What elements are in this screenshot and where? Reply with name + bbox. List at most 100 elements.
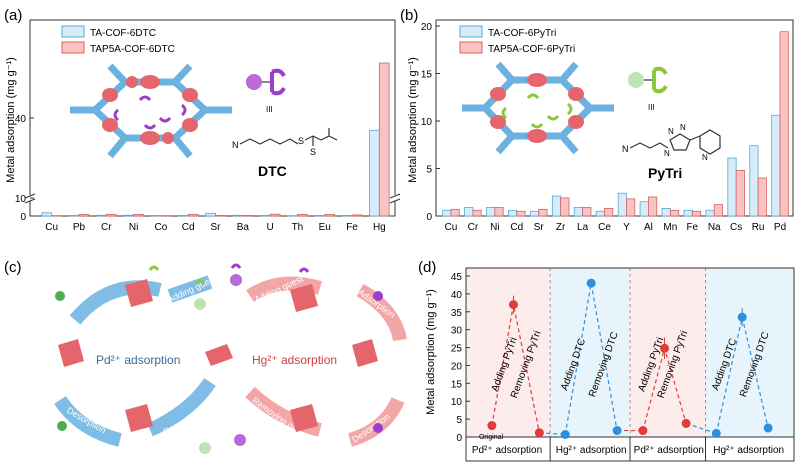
x-tick-label-a: Eu: [319, 222, 331, 233]
data-point-d-9: [681, 418, 691, 428]
x-tick-label-a: Ni: [129, 222, 138, 233]
bar-b-Ce-s2: [604, 207, 614, 217]
x-tick-label-b: Cd: [510, 222, 523, 233]
x-tick-label-a: Cr: [101, 222, 112, 233]
bar-a-Cr-s1: [96, 214, 107, 217]
x-tick-label-b: Ni: [490, 222, 499, 233]
y-tick-label-d: 15: [451, 379, 463, 390]
connector-line-d: [564, 283, 618, 435]
y-tick-label-d: 35: [451, 308, 463, 319]
connector-line-d: [685, 422, 717, 434]
bar-b-Ni-s2: [494, 207, 504, 217]
bar-b-Cd-s2: [516, 210, 526, 217]
bar-a-Ba-s2: [242, 215, 254, 217]
y-tick-label-d: 0: [456, 433, 462, 444]
guest-sphere-icon-b: [628, 72, 644, 88]
y-tick-label-b: 5: [426, 165, 432, 176]
cof-framework-illustration-b: [462, 61, 614, 155]
x-section-label-d: Pd²⁺ adsorption: [472, 445, 542, 456]
svg-text:N: N: [664, 149, 670, 158]
x-section-label-d: Pd²⁺ adsorption: [634, 445, 704, 456]
x-tick-label-b: Sr: [534, 222, 545, 233]
pytri-iii-label: III: [648, 103, 655, 112]
y-tick-label-d: 10: [451, 397, 463, 408]
y-axis-title-d: Metal adsorption (mg g⁻¹): [425, 289, 437, 415]
bar-b-Y-s1: [617, 192, 627, 217]
bar-a-Eu-s2: [324, 213, 335, 217]
bar-a-Sr-s2: [215, 215, 226, 217]
bar-b-Pd-s1: [771, 114, 781, 217]
x-tick-label-a: Fe: [346, 222, 358, 233]
bar-a-Hg-s1: [369, 129, 380, 217]
dtc-clip-icon: [270, 68, 286, 96]
x-tick-label-b: Ru: [752, 222, 765, 233]
pd-adsorption-title: Pd²⁺ adsorption: [96, 353, 180, 367]
y-axis-title-a: Metal adsorption (mg g⁻¹): [5, 57, 17, 183]
bar-a-Cd-s2: [187, 213, 199, 217]
panel-d-label: (d): [418, 259, 436, 276]
bar-a-Pb-s2: [78, 213, 90, 217]
arrow-adding-guest-hg: [246, 276, 323, 302]
y-tick-label-b: 10: [421, 117, 433, 128]
bar-a-Sr-s1: [205, 212, 216, 217]
bar-b-Sr-s1: [529, 210, 540, 217]
svg-text:S: S: [298, 136, 304, 146]
panel-c: (c) Adsorption Adding guest Desorption R…: [4, 259, 407, 454]
svg-text:N: N: [622, 144, 629, 154]
bar-b-Al-s2: [648, 196, 658, 217]
x-tick-label-b: Cs: [730, 222, 742, 233]
y-tick-label-a: 40: [15, 114, 27, 125]
panel-b: (b) 0 5 10 15 20 Metal adsorption (mg g⁻¹) Cu C…: [400, 7, 794, 233]
bar-a-Fe-s1: [341, 215, 353, 217]
x-tick-label-b: Zr: [556, 222, 566, 233]
x-tick-label-b: Na: [708, 222, 721, 233]
arrow-removing-guest-pd: [147, 377, 216, 437]
data-point-d-2: [508, 300, 518, 310]
bar-b-Cs-s2: [735, 169, 745, 217]
bar-a-Th-s2: [297, 213, 308, 217]
bar-a-Fe-s2: [351, 214, 363, 217]
legend-a-swatch-1: [61, 25, 85, 38]
x-tick-label-a: Sr: [211, 222, 222, 233]
panel-a-label: (a): [4, 7, 22, 24]
bar-b-Pd-s2: [779, 31, 789, 217]
bar-b-Ni-s1: [486, 207, 496, 217]
bar-a-Cu-s1: [41, 212, 53, 217]
panel-d-chart: 0 5 10 15 20 25 30 35 40 45 Metal adsorption (mg g…: [425, 267, 795, 462]
guest-icons-c: [55, 263, 383, 454]
bar-b-Y-s2: [626, 198, 636, 217]
x-tick-label-b: Al: [644, 222, 653, 233]
bar-b-Cu-s1: [442, 209, 452, 217]
section-bg-2: [550, 268, 630, 437]
dtc-title: DTC: [258, 163, 287, 179]
x-tick-label-b: Cr: [468, 222, 479, 233]
svg-text:N: N: [668, 127, 674, 136]
axis-break-gap-right: [391, 195, 399, 201]
data-point-d-6: [612, 426, 622, 436]
bar-b-Fe-s1: [683, 209, 693, 217]
bar-b-Ru-s2: [757, 177, 767, 217]
bar-b-Ce-s1: [595, 210, 605, 217]
x-tick-label-a: Ba: [237, 222, 250, 233]
x-tick-label-a: Th: [292, 222, 304, 233]
data-point-d-7: [638, 426, 648, 436]
y-tick-label-a: 0: [20, 212, 26, 223]
data-point-d-4: [560, 429, 570, 439]
svg-text:N: N: [680, 123, 686, 132]
plot-frame-a: [29, 19, 396, 217]
bar-a-Ba-s1: [232, 214, 244, 217]
y-axis-title-b: Metal adsorption (mg g⁻¹): [407, 57, 419, 183]
y-tick-label-d: 5: [456, 415, 462, 426]
x-tick-label-a: Hg: [373, 222, 386, 233]
bar-b-Cr-s1: [464, 207, 474, 217]
legend-a-label-1: TA-COF-6DTC: [90, 28, 156, 39]
x-tick-label-b: Ce: [598, 222, 611, 233]
section-bg-3: [630, 268, 706, 437]
x-tick-label-a: Cd: [182, 222, 195, 233]
bar-b-Mn-s1: [661, 207, 671, 217]
panel-b-label: (b): [400, 7, 418, 24]
arrow-adsorption-hg: [356, 283, 407, 342]
bar-b-Ru-s1: [749, 145, 759, 217]
